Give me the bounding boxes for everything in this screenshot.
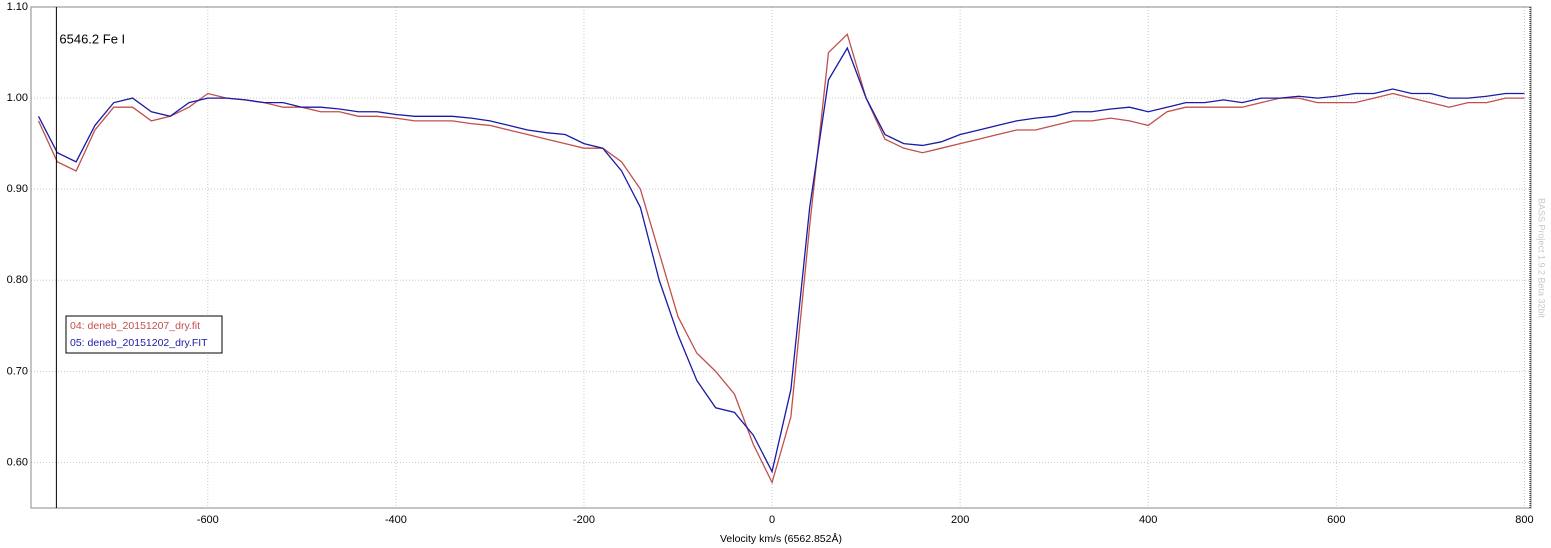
y-tick-label: 1.10: [7, 1, 28, 13]
y-tick-label: 0.70: [7, 365, 28, 377]
series-line: [37, 46, 1525, 474]
plot-frame: [30, 6, 1532, 509]
y-tick-label: 0.60: [7, 456, 28, 468]
x-tick-label: -600: [197, 514, 219, 526]
y-tick-label: 0.90: [7, 183, 28, 195]
x-tick-label: 800: [1515, 514, 1533, 526]
legend: 04: deneb_20151207_dry.fit 05: deneb_2015…: [65, 315, 223, 354]
x-tick-label: 400: [1139, 514, 1157, 526]
x-axis-label: Velocity km/s (6562.852Å): [720, 532, 842, 545]
watermark: BASS Project 1.9.2 Beta 32bit: [1537, 198, 1547, 319]
annotation-text: 6546.2 Fe I: [59, 31, 125, 46]
x-tick-label: 600: [1327, 514, 1345, 526]
y-tick-label: 1.00: [7, 92, 28, 104]
x-tick-label: 0: [769, 514, 775, 526]
series-line: [37, 33, 1525, 485]
y-tick-label: 0.80: [7, 274, 28, 286]
x-tick-label: -200: [573, 514, 595, 526]
legend-entry: 04: deneb_20151207_dry.fit: [70, 320, 200, 332]
legend-box: [65, 315, 223, 354]
x-tick-label: 200: [951, 514, 969, 526]
x-tick-label: -400: [385, 514, 407, 526]
legend-entry: 05: deneb_20151202_dry.FIT: [70, 337, 208, 349]
